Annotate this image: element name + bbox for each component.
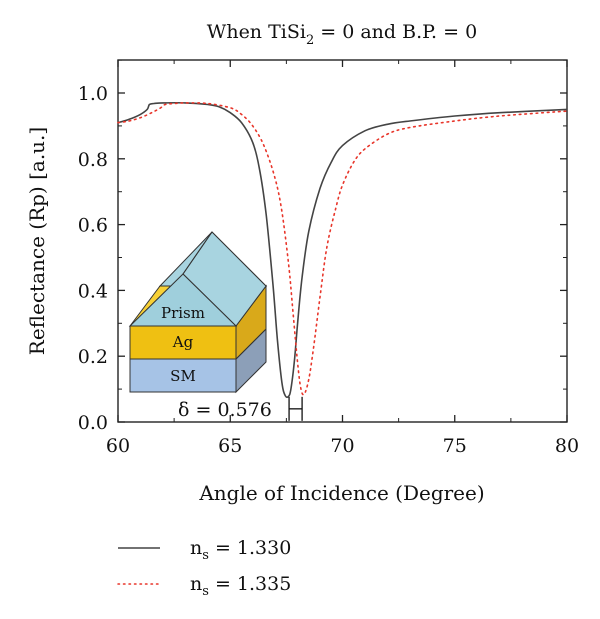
inset-prism-edge — [182, 231, 213, 275]
inset-prism-front — [128, 273, 238, 327]
legend-1335-prefix: n — [190, 573, 202, 595]
inset-ag-front — [129, 325, 237, 360]
legend-label-1330: ns = 1.330 — [190, 537, 291, 563]
y-tick-label-0.4: 0.4 — [78, 280, 108, 302]
legend-label-1335: ns = 1.335 — [190, 573, 291, 599]
inset-label-prism: Prism — [161, 304, 205, 322]
x-tick-label-65: 65 — [218, 435, 242, 457]
y-axis-title: Reflectance (Rp) [a.u.] — [25, 127, 49, 355]
delta-annotation: δ = 0.576 — [178, 396, 303, 421]
inset-label-ag: Ag — [172, 333, 194, 351]
legend-1330-subscript: s — [202, 548, 209, 563]
chart-title-subscript: 2 — [306, 33, 314, 48]
x-tick-label-80: 80 — [555, 435, 579, 457]
y-axis: 0.0 0.2 0.4 0.6 0.8 1.0 — [78, 59, 567, 434]
x-axis: 60 65 70 75 80 — [106, 60, 579, 457]
y-tick-label-1: 1.0 — [78, 83, 108, 105]
delta-label: δ = 0.576 — [178, 399, 272, 421]
legend: ns = 1.330 ns = 1.335 — [117, 537, 291, 599]
legend-1335-subscript: s — [202, 584, 209, 599]
x-tick-label-75: 75 — [443, 435, 467, 457]
y-tick-label-0.8: 0.8 — [78, 149, 108, 171]
y-tick-label-0.6: 0.6 — [78, 215, 108, 237]
inset-diagram: Prism Ag SM — [128, 231, 268, 394]
legend-1330-suffix: = 1.330 — [209, 537, 291, 559]
x-axis-title: Angle of Incidence (Degree) — [198, 481, 484, 505]
legend-1335-suffix: = 1.335 — [209, 573, 291, 595]
series-line-0 — [117, 101, 568, 399]
x-tick-label-70: 70 — [330, 435, 354, 457]
chart-title: When TiSi2 = 0 and B.P. = 0 — [207, 21, 477, 48]
y-tick-label-0: 0.0 — [78, 412, 108, 434]
y-tick-label-0.2: 0.2 — [78, 346, 108, 368]
inset-label-sm: SM — [170, 367, 196, 385]
x-tick-label-60: 60 — [106, 435, 130, 457]
series-layer — [117, 101, 568, 399]
chart-title-prefix: When TiSi — [207, 21, 306, 43]
chart-title-suffix: = 0 and B.P. = 0 — [314, 21, 477, 43]
legend-1330-prefix: n — [190, 537, 202, 559]
